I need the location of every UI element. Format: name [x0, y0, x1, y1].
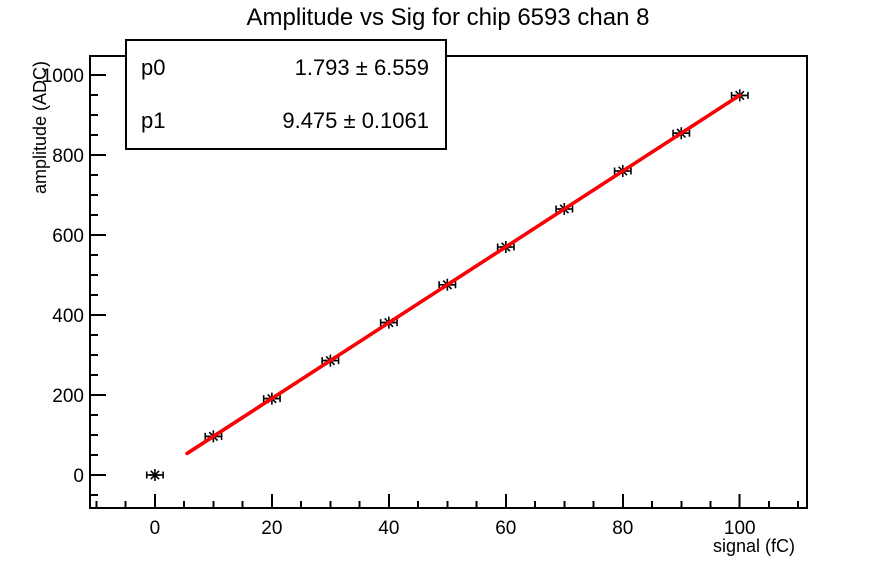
y-tick-label: 600 [52, 226, 84, 247]
y-tick-label: 1000 [42, 66, 84, 87]
y-tick-label: 400 [52, 306, 84, 327]
fit-param-p0-value: 1.793 ± 6.559 [294, 54, 429, 80]
x-axis-title: signal (fC) [713, 536, 795, 556]
x-tick-label: 60 [495, 518, 516, 539]
y-axis-title: amplitude (ADC) [30, 61, 50, 194]
x-tick-label: 20 [261, 518, 282, 539]
fit-stats-box: p0 1.793 ± 6.559 p1 9.475 ± 0.1061 [125, 39, 447, 150]
data-point-marker [148, 469, 161, 481]
fit-param-p0-label: p0 [141, 54, 166, 80]
y-tick-label: 200 [52, 386, 84, 407]
plot-frame [89, 55, 808, 509]
stats-row-p1: p1 9.475 ± 0.1061 [127, 108, 445, 134]
x-tick-label: 0 [150, 518, 161, 539]
fit-param-p1-label: p1 [141, 108, 166, 134]
fit-line [185, 93, 742, 456]
y-tick-label: 800 [52, 146, 84, 167]
chart-title: Amplitude vs Sig for chip 6593 chan 8 [246, 4, 650, 31]
x-tick-label: 100 [724, 518, 756, 539]
x-tick-label: 40 [378, 518, 399, 539]
stats-row-p0: p0 1.793 ± 6.559 [127, 55, 445, 81]
y-tick-label: 0 [73, 466, 84, 487]
fit-param-p1-value: 9.475 ± 0.1061 [282, 108, 429, 134]
x-tick-label: 80 [612, 518, 633, 539]
